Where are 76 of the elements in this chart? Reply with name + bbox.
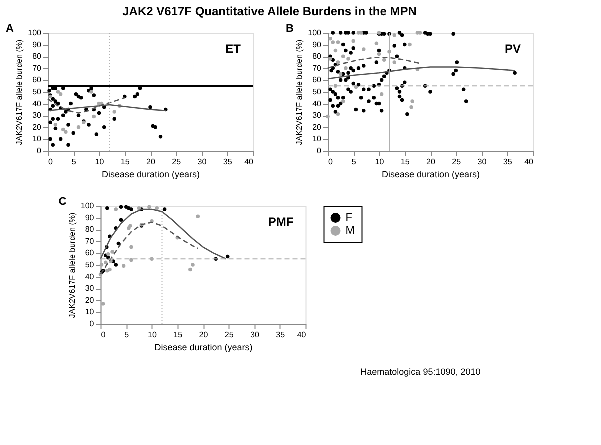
x-tick-label: 40: [244, 158, 254, 166]
x-tick-label: 5: [124, 330, 130, 340]
x-tick-label: 20: [146, 158, 156, 166]
x-tick-label: 35: [223, 158, 233, 166]
legend-label: F: [346, 212, 353, 224]
y-tick-label: 0: [37, 146, 42, 156]
y-tick-label: 100: [28, 28, 42, 38]
x-tick-label: 5: [352, 158, 357, 166]
y-tick-label: 10: [85, 308, 95, 317]
y-tick-label: 100: [308, 28, 322, 38]
x-tick-label: 10: [95, 158, 105, 166]
x-tick-label: 0: [328, 158, 334, 166]
y-tick-label: 90: [85, 213, 95, 222]
annotation: ET: [226, 42, 242, 56]
y-tick-label: 20: [312, 122, 322, 132]
x-tick-label: 5: [72, 158, 77, 166]
y-tick-label: 60: [32, 76, 42, 85]
x-tick-label: 25: [172, 158, 182, 166]
x-tick-label: 10: [148, 330, 158, 340]
y-tick-label: 50: [32, 88, 42, 96]
y-tick-label: 60: [312, 76, 322, 85]
x-tick-label: 15: [120, 158, 130, 166]
y-tick-label: 40: [85, 272, 95, 282]
text: B: [286, 23, 294, 35]
y-tick-label: 30: [312, 111, 322, 120]
text: C: [58, 196, 67, 208]
x-tick-label: 10: [375, 158, 385, 166]
y-tick-label: 60: [85, 248, 95, 258]
x-tick-label: 0: [101, 330, 106, 340]
y-tick-label: 90: [32, 40, 42, 50]
x-tick-label: 25: [452, 158, 462, 166]
y-tick-label: 0: [90, 320, 95, 328]
annotation: PMF: [268, 215, 294, 229]
x-tick-label: 40: [297, 330, 307, 340]
x-tick-label: 35: [503, 158, 513, 166]
y-tick-label: 40: [32, 99, 42, 108]
y-tick-label: 40: [312, 99, 322, 108]
x-tick-label: 20: [199, 330, 209, 340]
y-tick-label: 50: [85, 260, 95, 270]
text: Haematologica 95:1090, 2010: [360, 367, 481, 377]
text: A: [6, 23, 14, 35]
y-tick-label: 30: [32, 111, 42, 120]
y-axis-title: JAK2V617F allele burden (%): [15, 39, 24, 146]
legend-label: M: [346, 225, 355, 237]
x-tick-label: 30: [198, 158, 208, 166]
y-tick-label: 0: [317, 146, 322, 156]
x-tick-label: 15: [400, 158, 410, 166]
y-tick-label: 80: [85, 225, 95, 234]
y-tick-label: 50: [312, 88, 322, 96]
y-tick-label: 90: [312, 40, 322, 50]
y-axis-title: JAK2V617F allele burden (%): [68, 212, 77, 318]
x-tick-label: 25: [224, 330, 234, 340]
x-tick-label: 35: [276, 330, 286, 340]
y-tick-label: 70: [32, 64, 42, 73]
annotation: PV: [504, 42, 521, 56]
x-tick-label: 30: [478, 158, 488, 166]
y-tick-label: 20: [32, 122, 42, 132]
y-tick-label: 80: [32, 52, 42, 62]
x-axis-title: Disease duration (years): [382, 170, 480, 180]
y-tick-label: 10: [312, 134, 322, 144]
x-tick-label: 30: [250, 330, 260, 340]
x-tick-label: 20: [426, 158, 436, 166]
y-tick-label: 80: [312, 52, 322, 62]
chart-title: JAK2 V617F Quantitative Allele Burdens in the MPN: [122, 4, 417, 18]
y-tick-label: 20: [85, 296, 95, 305]
x-tick-label: 40: [524, 158, 534, 166]
y-axis-title: JAK2V617F allele burden (%): [295, 39, 304, 146]
y-tick-label: 30: [85, 284, 95, 294]
y-tick-label: 100: [80, 202, 95, 210]
y-tick-label: 70: [312, 64, 322, 73]
y-tick-label: 10: [32, 134, 42, 144]
x-tick-label: 0: [48, 158, 54, 166]
x-tick-label: 15: [174, 330, 184, 340]
x-axis-title: Disease duration (years): [154, 342, 253, 352]
x-axis-title: Disease duration (years): [102, 170, 200, 180]
y-tick-label: 70: [85, 236, 95, 246]
